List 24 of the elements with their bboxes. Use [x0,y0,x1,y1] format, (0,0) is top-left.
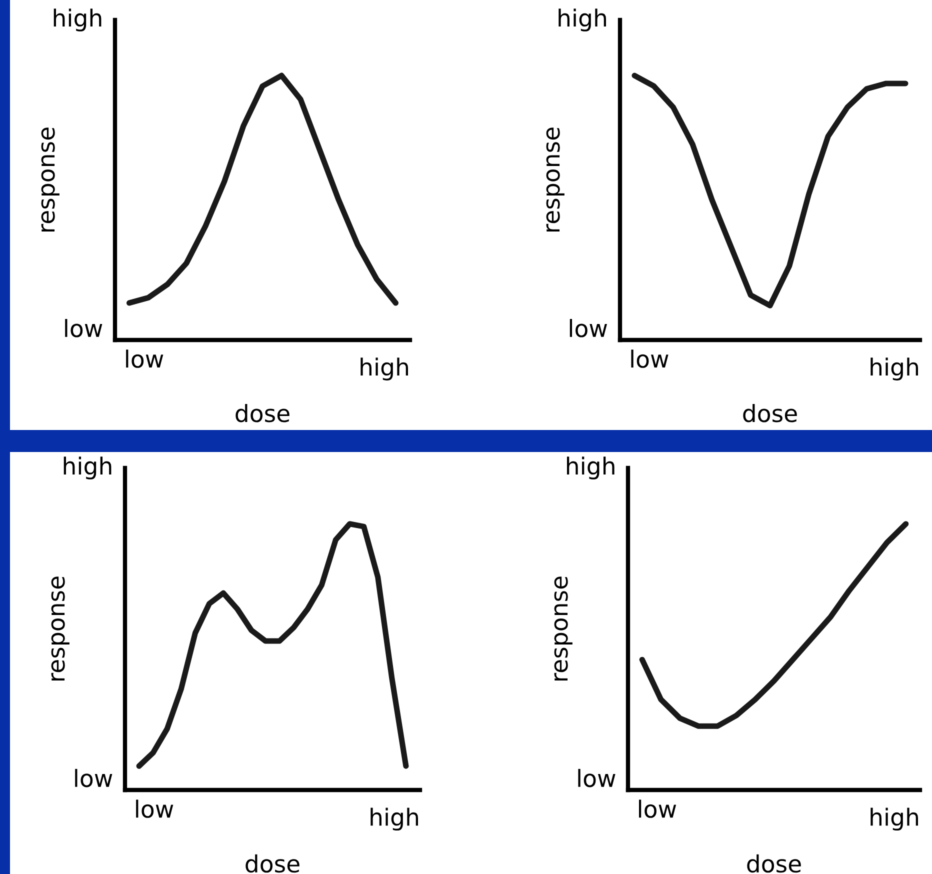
y-axis-title: response [41,128,60,232]
text: high [64,456,112,480]
text: low [75,768,112,788]
text: high [360,358,408,380]
y-axis-title: response [554,576,572,680]
text: high [870,358,918,380]
text: high [566,456,614,480]
text: low [136,800,174,818]
x-axis-title: dose [747,854,801,873]
text: high [370,808,418,831]
text: low [578,768,616,788]
text: low [638,800,676,818]
x-axis-title: dose [246,854,300,873]
text: low [570,318,608,338]
x-axis-title: dose [743,404,797,422]
text: low [65,318,102,338]
y-axis-title: response [51,576,70,680]
x-axis-title: dose [236,404,290,422]
text: low [126,350,164,368]
text: high [54,8,102,32]
text: high [558,8,606,32]
y-axis-title: response [546,128,564,232]
text: low [631,350,668,368]
text: high [870,808,918,831]
